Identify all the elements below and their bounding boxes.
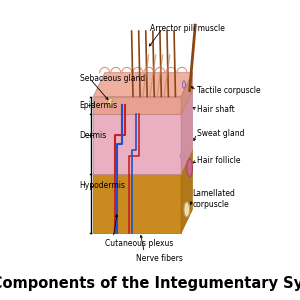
Text: Nerve fibers: Nerve fibers xyxy=(136,254,183,263)
Text: Hypodermis: Hypodermis xyxy=(79,181,125,190)
Text: Arrector pili muscle: Arrector pili muscle xyxy=(150,24,225,33)
Polygon shape xyxy=(181,150,192,233)
Ellipse shape xyxy=(187,159,192,177)
Ellipse shape xyxy=(108,98,113,107)
Polygon shape xyxy=(93,97,181,114)
Polygon shape xyxy=(181,73,192,114)
Text: Sebaceous gland: Sebaceous gland xyxy=(80,74,145,83)
Polygon shape xyxy=(93,150,192,174)
Text: Sweat gland: Sweat gland xyxy=(197,129,244,138)
Ellipse shape xyxy=(184,202,190,217)
Polygon shape xyxy=(181,91,192,174)
Text: Hair shaft: Hair shaft xyxy=(197,105,234,114)
Ellipse shape xyxy=(182,81,185,88)
Polygon shape xyxy=(93,174,181,233)
Text: Cutaneous plexus: Cutaneous plexus xyxy=(105,239,173,248)
Text: Dermis: Dermis xyxy=(79,130,106,140)
Text: Lamellated
corpuscle: Lamellated corpuscle xyxy=(192,189,235,209)
Text: Epidermis: Epidermis xyxy=(79,101,117,110)
Text: Hair follicle: Hair follicle xyxy=(197,156,240,165)
Text: The Components of the Integumentary System: The Components of the Integumentary Syst… xyxy=(0,276,300,291)
Text: Tactile corpuscle: Tactile corpuscle xyxy=(197,86,260,95)
Polygon shape xyxy=(93,114,181,174)
Polygon shape xyxy=(93,73,192,97)
Polygon shape xyxy=(93,91,192,114)
